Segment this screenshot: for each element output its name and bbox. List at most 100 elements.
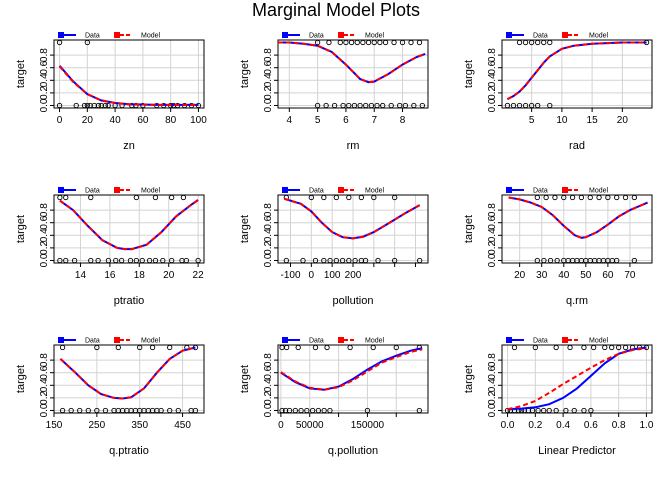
legend-data-label: Data	[533, 188, 548, 195]
x-tick-label: 20	[617, 115, 629, 126]
data-point	[308, 195, 314, 201]
data-point	[588, 407, 594, 413]
data-point	[609, 345, 615, 351]
data-point	[375, 257, 381, 263]
x-tick-label: 16	[104, 270, 116, 281]
data-point	[622, 345, 629, 351]
y-tick-label: 0.0	[487, 98, 498, 112]
plot-body	[59, 345, 199, 413]
y-tick-label: 0.2	[487, 86, 498, 100]
data-point	[553, 407, 559, 413]
data-point	[552, 195, 558, 201]
y-tick-label: 0.2	[39, 241, 50, 255]
y-tick-label: 0.0	[39, 253, 50, 267]
data-point	[541, 257, 547, 263]
panel-q-rm: 20 30 40 50 60 70 0.00.20.40.60.8 q.rm target Dat…	[463, 187, 653, 307]
data-point	[175, 407, 181, 413]
y-axis-label: target	[463, 215, 475, 243]
plot-frame	[277, 344, 429, 414]
y-tick-label: 0.8	[39, 48, 50, 62]
legend-model-label: Model	[365, 338, 385, 345]
x-tick-label: 60	[602, 270, 614, 281]
data-point	[292, 407, 298, 413]
data-point	[554, 257, 560, 263]
x-axis-label: Linear Predictor	[538, 445, 616, 457]
y-tick-label: 0.4	[263, 228, 274, 242]
y-tick-label: 0.0	[39, 98, 50, 112]
plot-body	[279, 345, 423, 413]
plot-frame	[53, 344, 205, 414]
y-tick-label: 0.6	[487, 215, 498, 229]
data-point	[286, 407, 293, 413]
data-point	[358, 195, 364, 201]
x-tick-label: 0.8	[612, 420, 626, 431]
data-point	[333, 195, 339, 201]
data-point	[333, 257, 339, 263]
plot-body	[57, 195, 201, 263]
data-point	[616, 345, 622, 351]
plot-frame	[501, 344, 653, 414]
data-point	[546, 407, 552, 413]
data-point	[167, 407, 173, 413]
x-tick-label: 50	[580, 270, 592, 281]
data-point	[411, 102, 417, 108]
data-point	[363, 102, 369, 108]
y-tick-label: 0.2	[39, 391, 50, 405]
y-tick-label: 0.4	[39, 228, 50, 242]
data-point	[340, 102, 346, 108]
data-point	[631, 195, 638, 201]
y-tick-label: 0.4	[487, 228, 498, 242]
y-tick-label: 0.6	[263, 215, 274, 229]
data-point	[298, 407, 304, 413]
legend-model-marker	[338, 337, 344, 343]
x-tick-label: 30	[536, 270, 548, 281]
x-tick-label: 1.0	[639, 420, 653, 431]
data-point	[522, 40, 529, 46]
y-tick-label: 0.8	[487, 48, 498, 62]
legend-data-label: Data	[533, 338, 548, 345]
x-tick-label: 0.2	[528, 420, 542, 431]
legend-data-marker	[506, 337, 512, 343]
data-point	[195, 257, 201, 263]
data-point	[284, 345, 290, 351]
x-tick-label: 14	[75, 270, 87, 281]
data-point	[416, 40, 423, 46]
y-axis-label: target	[239, 60, 251, 88]
legend-model-marker	[114, 337, 120, 343]
data-point	[180, 195, 187, 201]
y-tick-label: 0.6	[487, 60, 498, 74]
data-point	[510, 102, 517, 108]
plot-body	[278, 40, 426, 108]
y-axis-label: target	[15, 365, 27, 393]
figure-title: Marginal Model Plots	[252, 0, 420, 20]
data-point	[348, 40, 355, 46]
x-tick-label: 150000	[351, 420, 385, 431]
data-point	[541, 40, 547, 46]
legend-model-marker	[114, 187, 120, 193]
data-point	[63, 257, 69, 263]
y-tick-label: 0.0	[39, 403, 50, 417]
y-tick-label: 0.2	[39, 86, 50, 100]
data-point	[587, 195, 593, 201]
data-point	[347, 345, 353, 351]
data-point	[581, 345, 587, 351]
data-point	[371, 195, 377, 201]
y-tick-label: 0.0	[263, 253, 274, 267]
x-tick-label: 250	[89, 420, 106, 431]
plot-body	[504, 345, 650, 413]
data-line	[506, 41, 647, 101]
data-point	[541, 407, 547, 413]
data-point	[118, 257, 125, 263]
y-tick-label: 0.6	[39, 215, 50, 229]
plot-body	[504, 40, 650, 108]
y-axis-label: target	[15, 60, 27, 88]
legend-model-label: Model	[365, 188, 385, 195]
data-point	[622, 195, 629, 201]
data-point	[567, 345, 573, 351]
x-tick-label: 350	[131, 420, 148, 431]
data-point	[534, 195, 540, 201]
x-tick-label: 0.6	[584, 420, 598, 431]
y-tick-label: 0.2	[263, 391, 274, 405]
y-tick-label: 0.8	[39, 203, 50, 217]
data-point	[357, 102, 363, 108]
